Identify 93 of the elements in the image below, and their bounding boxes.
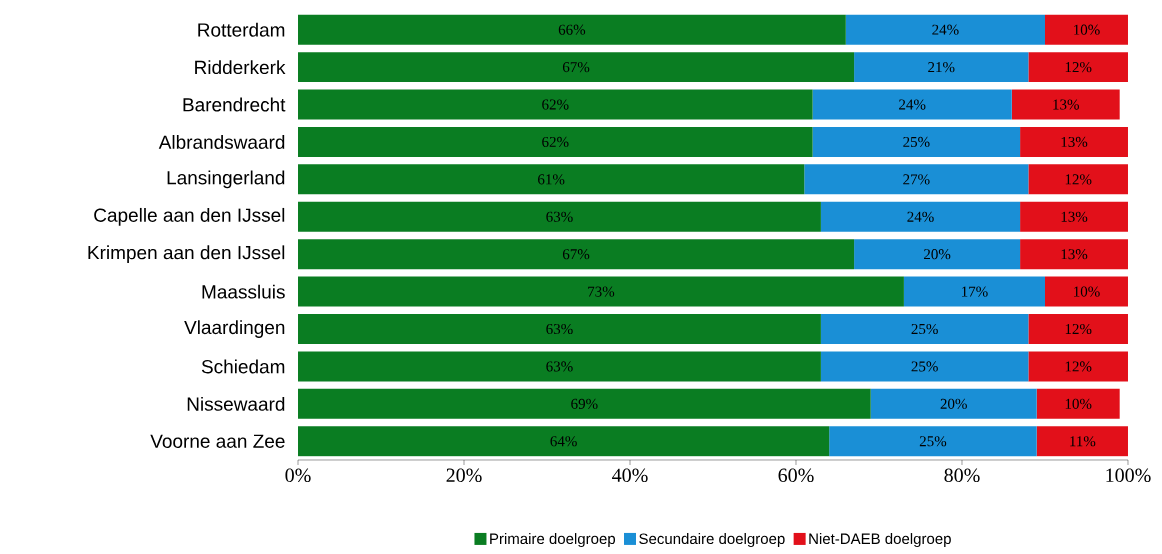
bar <box>820 351 1029 382</box>
data-label: 21% <box>928 62 955 73</box>
bar <box>1028 164 1128 195</box>
data-label: 64% <box>550 436 577 447</box>
bar <box>298 388 871 419</box>
bar <box>298 89 813 120</box>
data-label: 27% <box>903 174 930 185</box>
bar <box>298 239 855 270</box>
data-label: 67% <box>562 62 590 73</box>
x-tick-label: 60% <box>778 468 814 483</box>
data-label: 20% <box>924 249 951 260</box>
y-tick-label: Schiedam <box>201 359 285 374</box>
x-tick-label: 100% <box>1106 468 1151 483</box>
x-tick-label: 40% <box>612 468 648 483</box>
data-label: 63% <box>546 211 573 222</box>
x-tick-label: 80% <box>944 468 980 483</box>
data-label: 24% <box>932 24 959 35</box>
data-label: 11% <box>1070 436 1096 447</box>
data-label: 12% <box>1065 174 1092 185</box>
bar <box>1028 351 1128 382</box>
y-tick-label: Vlaardingen <box>184 320 285 338</box>
bar <box>1028 314 1128 345</box>
bar <box>1045 276 1128 307</box>
bar <box>298 201 821 232</box>
bar <box>820 201 1021 232</box>
x-tick-label: 20% <box>446 468 482 483</box>
x-tick-label: 0% <box>285 468 311 483</box>
data-label: 63% <box>546 361 573 372</box>
y-tick-label: Barendrecht <box>183 97 286 112</box>
y-tick-label: Ridderkerk <box>195 60 286 75</box>
bar <box>812 89 1012 120</box>
bar <box>298 126 813 157</box>
bar <box>1045 14 1128 45</box>
bar <box>854 52 1029 83</box>
bar <box>903 276 1045 307</box>
data-label: 10% <box>1065 398 1092 409</box>
data-label: 73% <box>588 286 615 297</box>
bar <box>298 276 904 307</box>
bar <box>298 52 855 83</box>
data-label: 20% <box>940 398 967 409</box>
data-label: 13% <box>1061 249 1088 260</box>
bar <box>298 426 830 457</box>
y-tick-label: Voorne aan Zee <box>150 434 285 448</box>
bar <box>870 388 1037 419</box>
data-label: 12% <box>1065 62 1092 73</box>
data-label: 17% <box>962 286 988 297</box>
data-label: 25% <box>903 136 930 148</box>
y-tick-label: Krimpen aan den IJssel <box>88 245 285 264</box>
y-tick-label: Nissewaard <box>187 396 285 411</box>
bar <box>845 14 1045 45</box>
bar <box>298 314 821 345</box>
legend-label: Secundaire doelgroep <box>639 533 785 548</box>
data-label: 13% <box>1061 211 1088 222</box>
bar <box>820 314 1029 345</box>
y-tick-label: Lansingerland <box>167 170 285 189</box>
bar <box>1020 201 1128 232</box>
data-label: 25% <box>911 361 938 372</box>
bar <box>1020 126 1128 157</box>
bar <box>1036 426 1128 457</box>
y-tick-label: Rotterdam <box>198 22 285 37</box>
y-tick-label: Albrandswaard <box>158 134 285 149</box>
data-label: 12% <box>1065 361 1092 372</box>
y-tick-label: Maassluis <box>202 284 285 299</box>
data-label: 69% <box>571 398 598 409</box>
legend-label: Primaire doelgroep <box>490 533 616 548</box>
data-label: 61% <box>538 174 565 185</box>
data-label: 62% <box>542 136 569 148</box>
bar <box>1036 388 1120 419</box>
bar <box>854 239 1021 270</box>
bar <box>804 164 1029 195</box>
data-label: 67% <box>562 249 590 260</box>
data-label: 24% <box>899 99 926 110</box>
bar <box>298 164 805 195</box>
bar <box>1028 52 1128 83</box>
data-label: 10% <box>1074 286 1100 297</box>
data-label: 66% <box>558 24 586 35</box>
data-label: 13% <box>1061 136 1088 148</box>
bar <box>298 351 821 382</box>
bar <box>298 14 846 45</box>
bar <box>1011 89 1120 120</box>
data-label: 62% <box>542 99 569 110</box>
bar <box>812 126 1021 157</box>
data-label: 24% <box>907 211 934 222</box>
data-label: 63% <box>546 323 573 335</box>
y-tick-label: Capelle aan den IJssel <box>94 207 285 226</box>
data-label: 10% <box>1074 24 1100 35</box>
data-label: 12% <box>1065 323 1092 335</box>
bar <box>829 426 1037 457</box>
data-label: 13% <box>1053 99 1079 110</box>
bar <box>1020 239 1128 270</box>
data-label: 25% <box>919 436 947 447</box>
data-label: 25% <box>911 323 938 335</box>
legend-label: Niet-DAEB doelgroep <box>809 533 951 548</box>
